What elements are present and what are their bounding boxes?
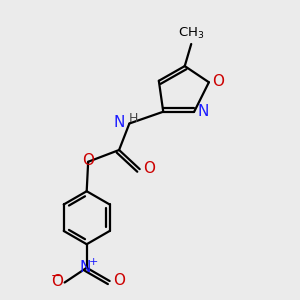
Text: H: H <box>129 112 138 125</box>
Text: O: O <box>143 161 155 176</box>
Text: N: N <box>114 116 125 130</box>
Text: N: N <box>80 260 91 275</box>
Text: −: − <box>51 270 62 283</box>
Text: O: O <box>51 274 63 290</box>
Text: O: O <box>113 273 125 288</box>
Text: +: + <box>89 257 98 268</box>
Text: O: O <box>82 153 94 168</box>
Text: N: N <box>197 104 208 119</box>
Text: O: O <box>212 74 224 89</box>
Text: CH$_3$: CH$_3$ <box>178 26 205 41</box>
